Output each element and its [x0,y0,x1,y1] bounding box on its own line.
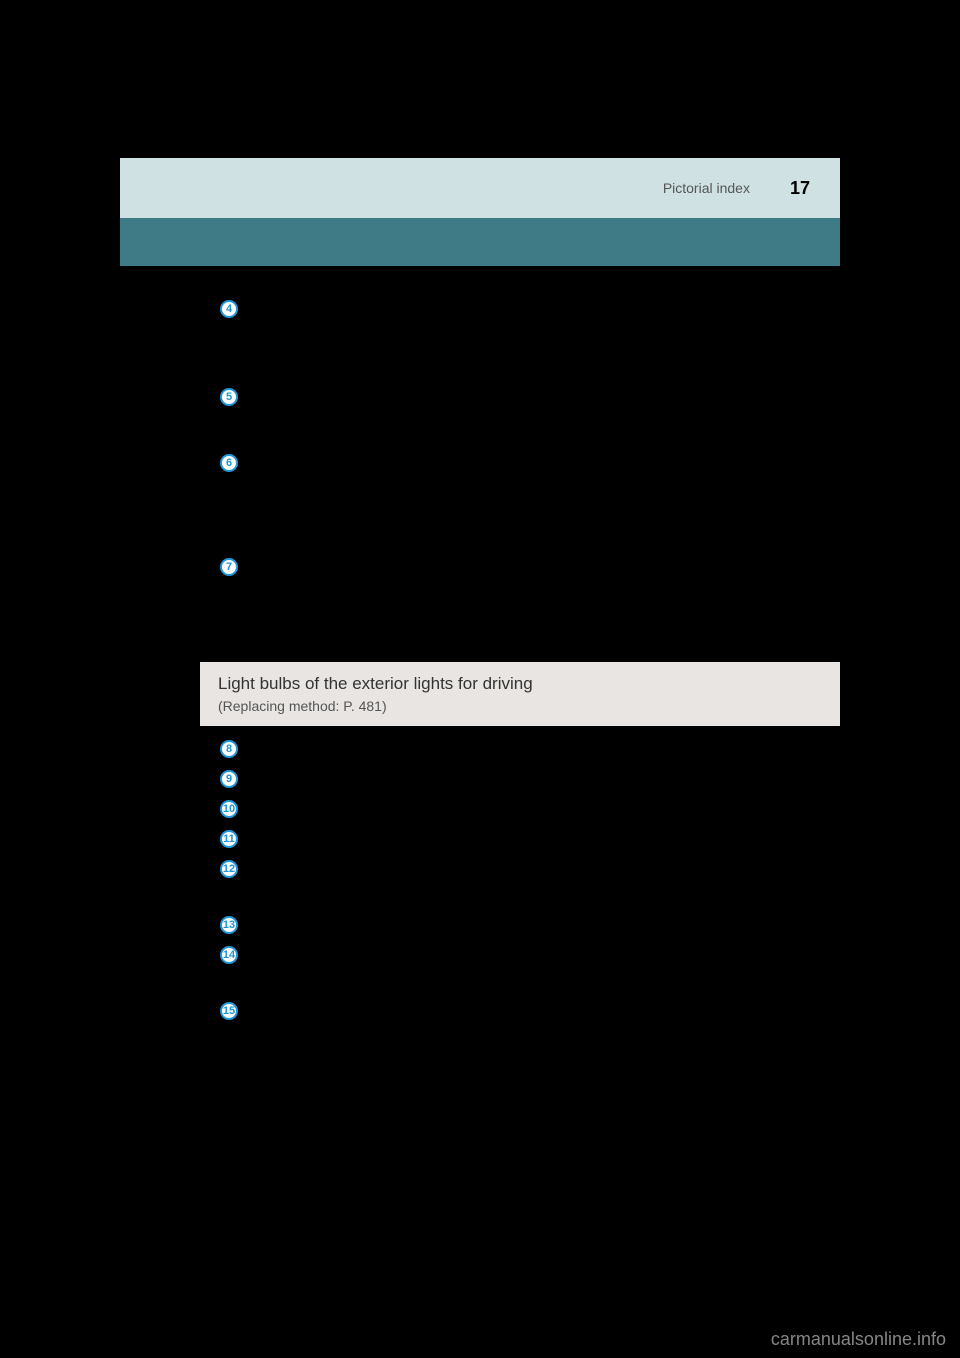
content-area: 4 5 6 7 Light bulbs of the exterior lights … [120,266,840,1030]
page-number: 17 [790,178,810,199]
circle-number-icon: 12 [220,860,238,878]
index-item: 8 [120,738,840,758]
index-item: 4 [120,298,840,318]
index-item: 6 [120,452,840,472]
light-bulbs-section: Light bulbs of the exterior lights for d… [200,662,840,726]
index-item: 10 [120,798,840,818]
circle-number-icon: 14 [220,946,238,964]
header-teal-bar [120,218,840,266]
circle-number-icon: 5 [220,388,238,406]
index-item: 12 [120,858,840,878]
section-label: Pictorial index [663,180,750,196]
circle-number-icon: 4 [220,300,238,318]
index-item: 15 [120,1000,840,1020]
page-container: Pictorial index 17 4 5 6 7 Light bulbs of t… [0,0,960,1358]
index-item: 9 [120,768,840,788]
watermark-text: carmanualsonline.info [771,1329,946,1350]
circle-number-icon: 6 [220,454,238,472]
light-bulbs-title: Light bulbs of the exterior lights for d… [218,674,822,694]
top-items-list: 4 5 6 7 [120,298,840,638]
index-item: 14 [120,944,840,964]
index-item: 11 [120,828,840,848]
bottom-items-list: 8 9 10 11 12 13 14 15 [120,738,840,1030]
circle-number-icon: 15 [220,1002,238,1020]
circle-number-icon: 13 [220,916,238,934]
circle-number-icon: 11 [220,830,238,848]
light-bulbs-subtitle: (Replacing method: P. 481) [218,698,822,714]
circle-number-icon: 7 [220,558,238,576]
index-item: 5 [120,386,840,406]
header-top-bar: Pictorial index 17 [120,158,840,218]
circle-number-icon: 10 [220,800,238,818]
circle-number-icon: 9 [220,770,238,788]
circle-number-icon: 8 [220,740,238,758]
index-item: 13 [120,914,840,934]
index-item: 7 [120,556,840,576]
